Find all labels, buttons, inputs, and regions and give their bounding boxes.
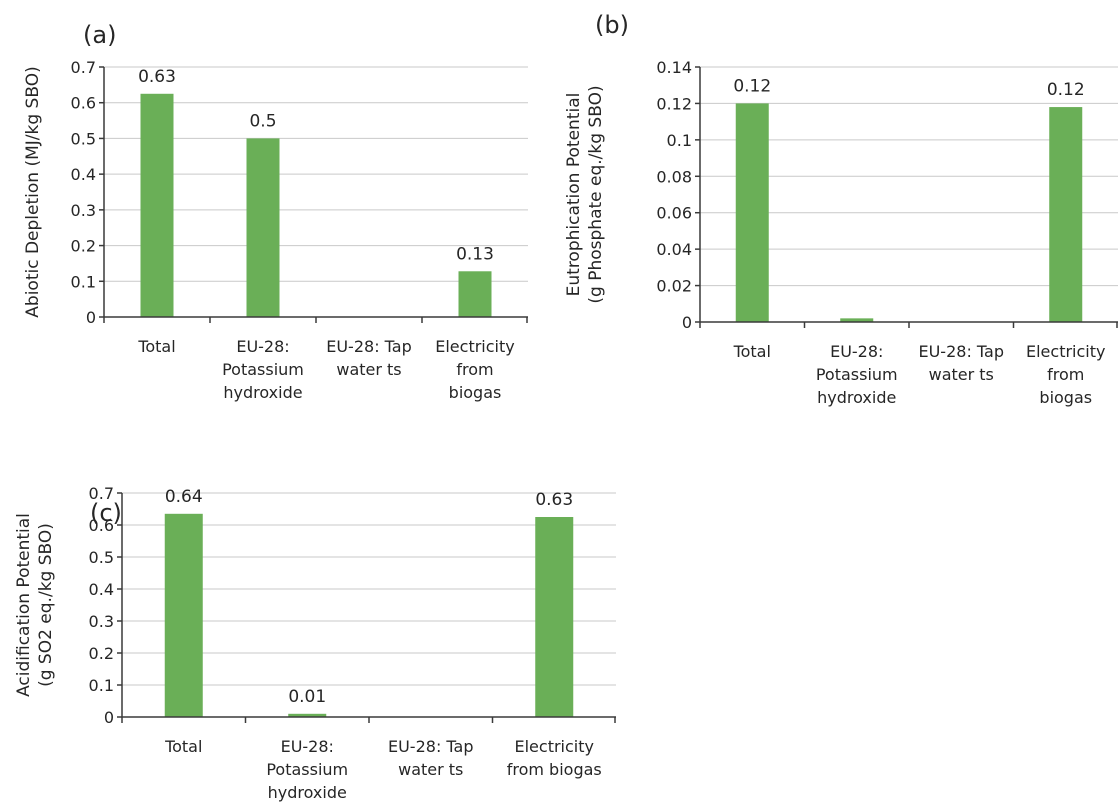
y-tick-label: 0 (86, 308, 96, 327)
bar (840, 318, 874, 322)
y-axis-title: (g SO2 eq./kg SBO) (36, 523, 56, 687)
bar (140, 93, 174, 318)
y-tick-label: 0.08 (656, 167, 692, 186)
bar (1049, 107, 1083, 322)
category-label: Total (164, 737, 202, 756)
y-tick-label: 0.12 (656, 94, 692, 113)
y-tick-label: 0.2 (71, 237, 96, 256)
category-label: Total (733, 342, 771, 361)
y-tick-label: 0.1 (89, 676, 114, 695)
y-tick-label: 0.06 (656, 204, 692, 223)
category-label: EU-28: Tap (326, 337, 412, 356)
chart-panel-c: 0 0.1 0.2 0.3 0.4 0.5 0.6 0.7 Acidification Pote… (14, 484, 616, 802)
y-axis-title: Eutrophication Potential (564, 93, 584, 297)
data-label: 0.63 (535, 490, 573, 510)
category-label: water ts (336, 360, 401, 379)
y-tick-label: 0 (682, 313, 692, 332)
y-tick-label: 0.5 (89, 548, 114, 567)
y-tick-label: 0 (104, 708, 114, 727)
category-label: Electricity (435, 337, 514, 356)
bar (458, 271, 492, 317)
data-label: 0.64 (165, 487, 203, 507)
category-label: water ts (398, 760, 463, 779)
panel-label: (b) (595, 11, 629, 39)
y-tick-label: 0.5 (71, 129, 96, 148)
y-tick-label: 0.4 (89, 580, 114, 599)
y-tick-label: 0.14 (656, 58, 692, 77)
data-label: 0.13 (456, 244, 494, 264)
chart-panel-a: 0 0.1 0.2 0.3 0.4 0.5 0.6 0.7 Abiotic Depletion … (23, 21, 528, 402)
y-tick-label: 0.04 (656, 240, 692, 259)
bar (246, 138, 280, 317)
category-label: Potassium (222, 360, 304, 379)
y-tick-label: 0.02 (656, 277, 692, 296)
data-label: 0.63 (138, 67, 176, 87)
data-label: 0.01 (288, 687, 326, 707)
category-label: hydroxide (223, 383, 302, 402)
y-tick-label: 0.3 (71, 201, 96, 220)
category-label: EU-28: (830, 342, 883, 361)
y-tick-label: 0.6 (71, 94, 96, 113)
category-label: water ts (929, 365, 994, 384)
category-label: Electricity (515, 737, 594, 756)
category-label: Total (137, 337, 175, 356)
y-tick-label: 0.1 (667, 131, 692, 150)
category-label: Potassium (266, 760, 348, 779)
y-tick-label: 0.3 (89, 612, 114, 631)
bar (735, 103, 769, 322)
y-axis-title: (g Phosphate eq./kg SBO) (586, 85, 606, 303)
data-label: 0.12 (733, 76, 771, 96)
category-label: hydroxide (268, 783, 347, 802)
y-tick-label: 0.6 (89, 516, 114, 535)
y-axis-title: Acidification Potential (14, 513, 34, 697)
bar (288, 713, 327, 717)
panel-label: (a) (83, 21, 116, 49)
category-label: Electricity (1026, 342, 1105, 361)
category-label: Potassium (816, 365, 898, 384)
category-label: EU-28: Tap (388, 737, 474, 756)
category-label: hydroxide (817, 388, 896, 407)
panel-label: (c) (90, 499, 122, 527)
y-tick-label: 0.1 (71, 272, 96, 291)
category-label: EU-28: (236, 337, 289, 356)
category-label: EU-28: Tap (918, 342, 1004, 361)
y-axis-title: Abiotic Depletion (MJ/kg SBO) (23, 66, 43, 317)
category-label: from biogas (507, 760, 602, 779)
y-tick-label: 0.4 (71, 165, 96, 184)
category-label: EU-28: (281, 737, 334, 756)
y-tick-label: 0.7 (71, 58, 96, 77)
category-label: from (456, 360, 493, 379)
chart-panel-b: 0 0.02 0.04 0.06 0.08 0.1 0.12 0.14 Eutrophicati… (564, 11, 1118, 407)
bar (164, 513, 203, 717)
bar (535, 517, 574, 717)
data-label: 0.5 (249, 111, 276, 131)
y-tick-label: 0.2 (89, 644, 114, 663)
data-label: 0.12 (1047, 80, 1085, 100)
category-label: biogas (449, 383, 502, 402)
category-label: from (1047, 365, 1084, 384)
y-tick-label: 0.7 (89, 484, 114, 503)
category-label: biogas (1039, 388, 1092, 407)
